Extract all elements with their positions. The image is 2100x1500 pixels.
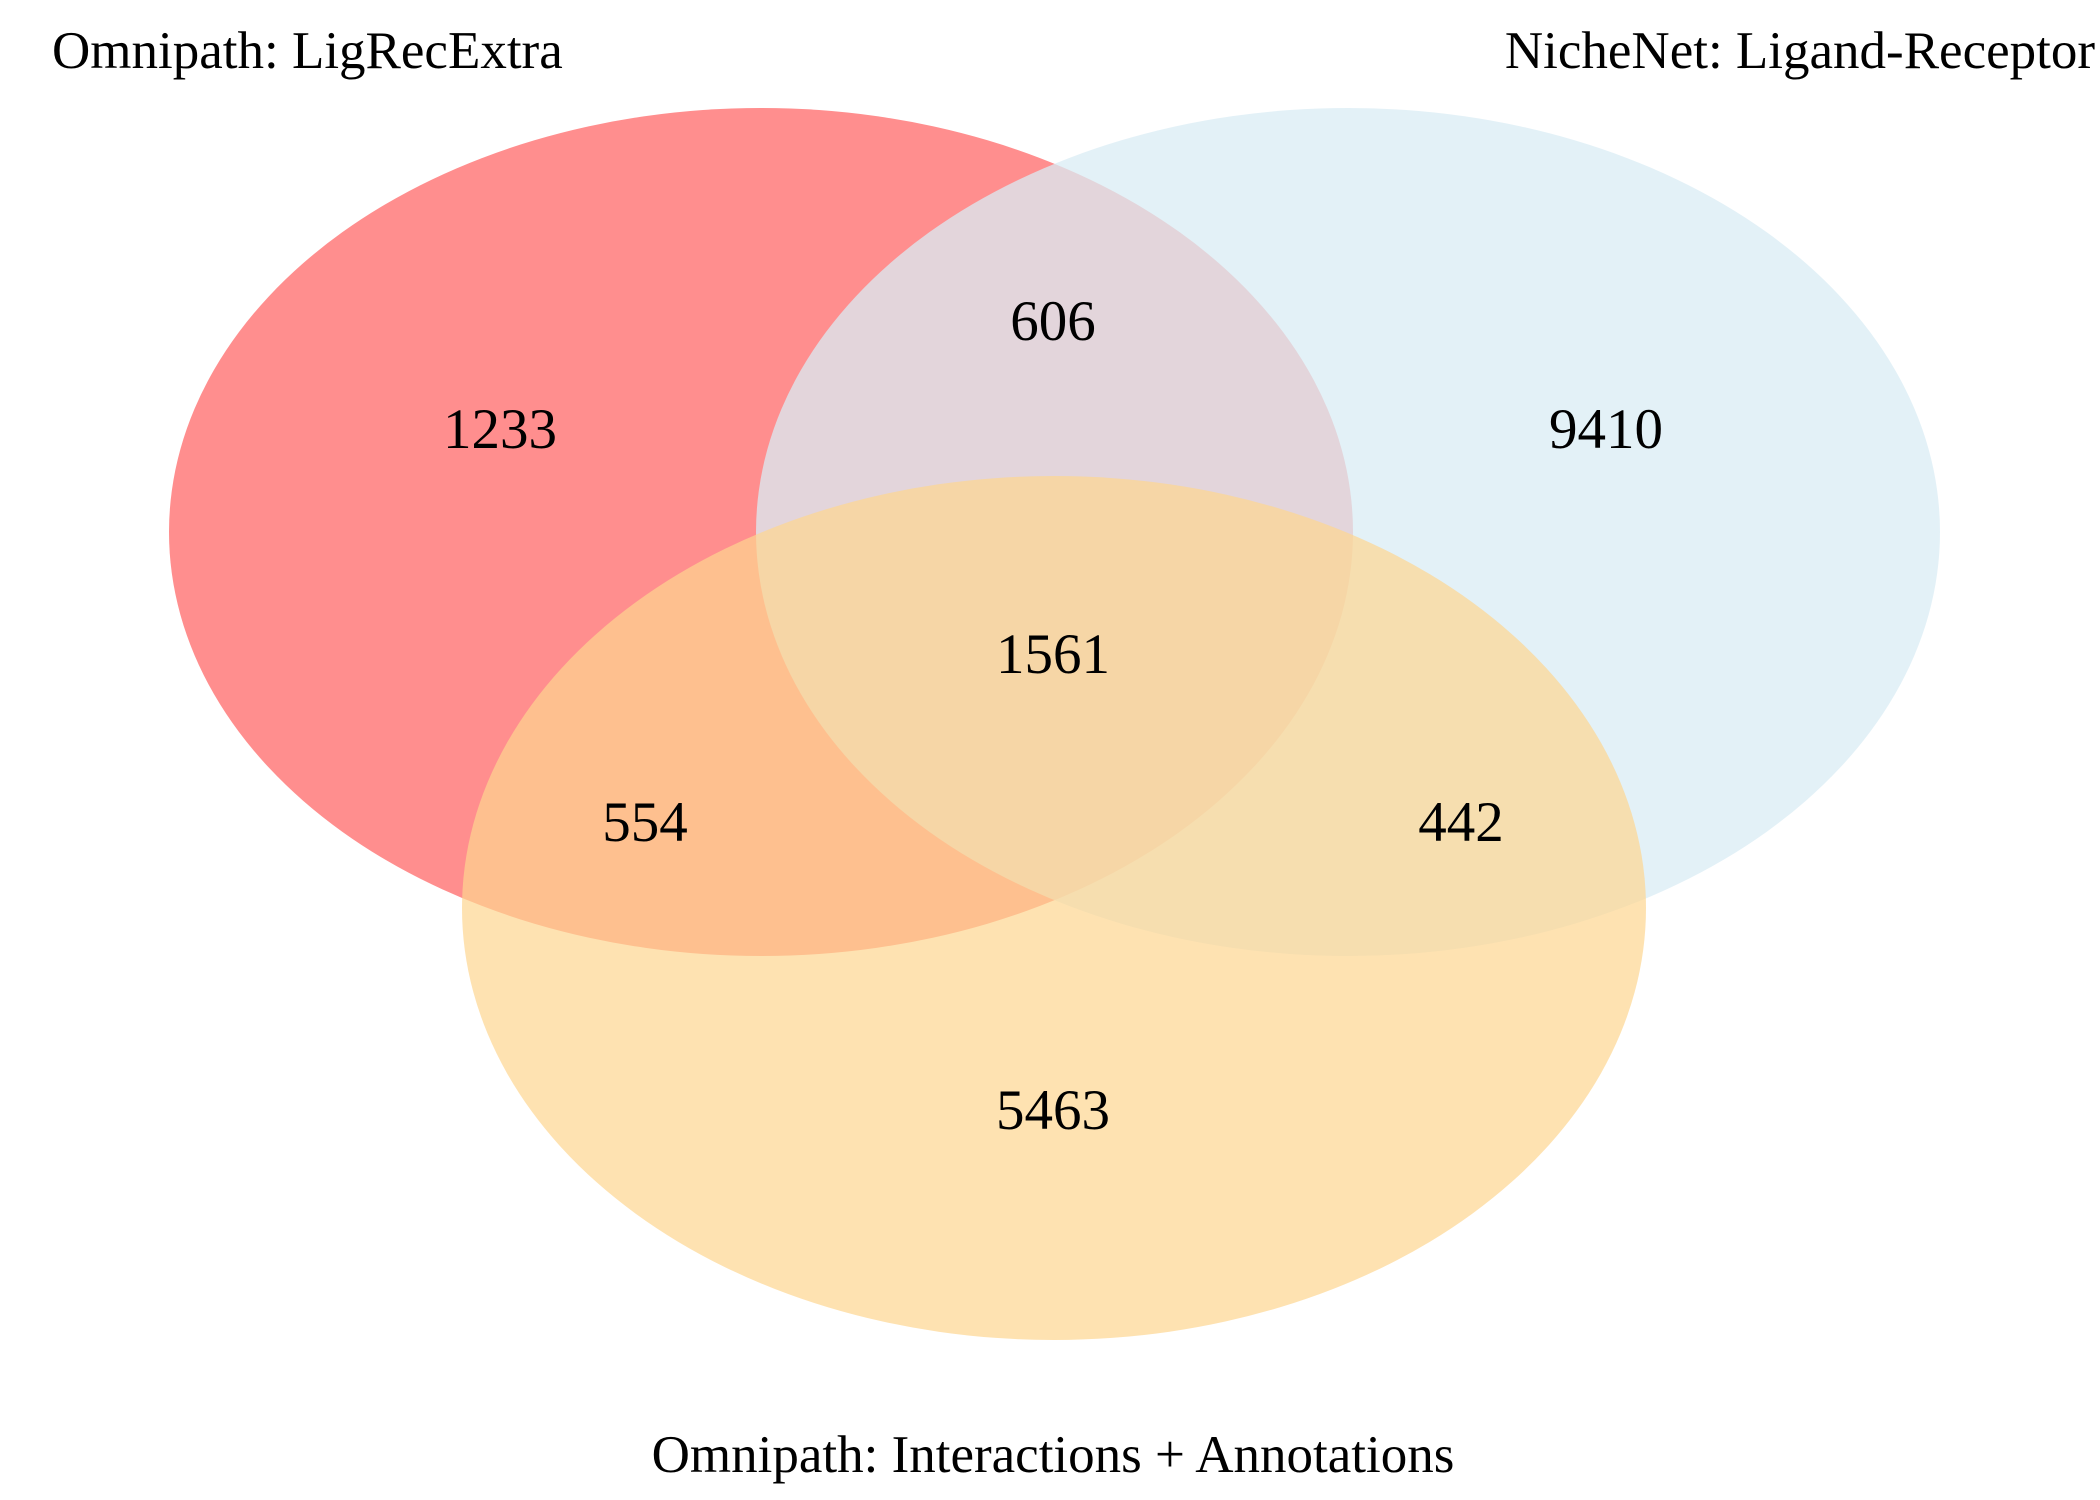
region-ab-count: 606 (1010, 290, 1096, 353)
region-ac-count: 554 (602, 791, 688, 854)
region-abc-count: 1561 (996, 623, 1110, 686)
set-c-label: Omnipath: Interactions + Annotations (652, 1426, 1455, 1484)
region-b-only-count: 9410 (1549, 398, 1663, 461)
set-c-ellipse (462, 476, 1646, 1340)
set-a-label: Omnipath: LigRecExtra (52, 22, 563, 80)
region-bc-count: 442 (1418, 791, 1504, 854)
region-a-only-count: 1233 (443, 398, 557, 461)
region-c-only-count: 5463 (996, 1079, 1110, 1142)
set-b-label: NicheNet: Ligand-Receptor (1505, 22, 2095, 80)
